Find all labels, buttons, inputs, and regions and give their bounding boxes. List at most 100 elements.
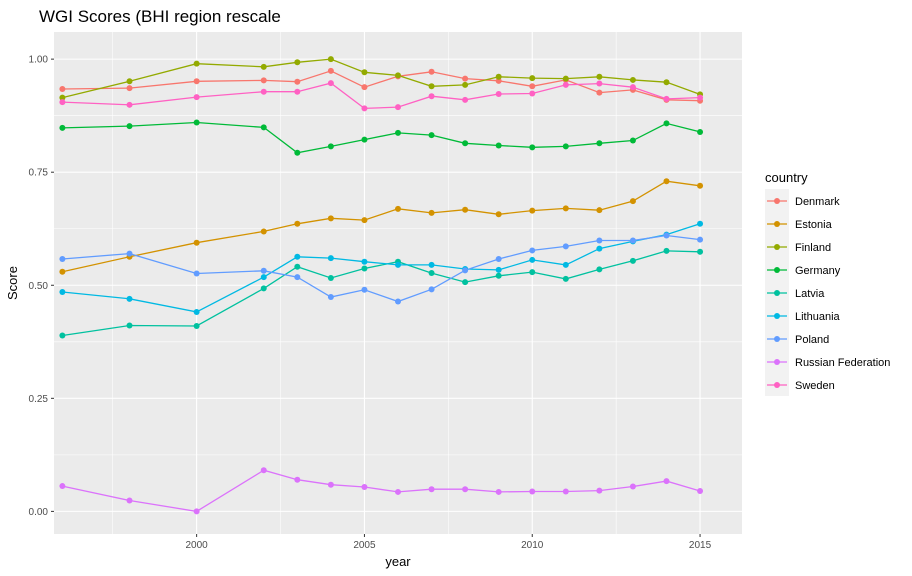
legend-key-point-finland (774, 244, 780, 250)
data-point-russian-federation (59, 483, 66, 490)
data-point-poland (462, 267, 469, 274)
legend-key-point-poland (774, 336, 780, 342)
data-point-poland (193, 270, 200, 277)
data-point-sweden (59, 99, 66, 106)
data-point-poland (629, 237, 636, 244)
data-point-estonia (697, 182, 704, 189)
grid-minor (54, 32, 742, 534)
data-point-poland (697, 236, 704, 243)
data-point-sweden (327, 80, 334, 87)
data-point-germany (395, 129, 401, 136)
legend-key-point-sweden (774, 382, 780, 388)
data-point-poland (663, 232, 670, 239)
data-point-finland (629, 76, 636, 83)
data-point-sweden (361, 105, 368, 112)
data-point-russian-federation (428, 486, 435, 493)
data-point-russian-federation (495, 488, 502, 495)
data-point-finland (59, 94, 66, 101)
x-axis-title: year (385, 554, 411, 569)
legend-label-russian-federation: Russian Federation (795, 357, 890, 369)
data-point-germany (562, 143, 569, 150)
data-point-estonia (59, 268, 66, 275)
data-point-russian-federation (562, 488, 569, 495)
data-point-latvia (327, 275, 334, 282)
data-point-germany (596, 140, 603, 147)
data-point-denmark (529, 83, 536, 90)
data-point-russian-federation (596, 487, 603, 494)
legend-key-point-denmark (774, 198, 780, 204)
data-point-poland (59, 256, 66, 263)
data-point-germany (59, 124, 66, 131)
data-point-germany (193, 119, 200, 126)
y-axis: 0.00 0.25 0.50 0.75 1.00 (29, 55, 54, 518)
data-point-poland (294, 274, 301, 281)
legend-key-point-latvia (774, 290, 780, 296)
data-point-lithuania (361, 258, 368, 265)
data-point-sweden (395, 104, 401, 111)
data-point-estonia (428, 209, 435, 216)
data-point-lithuania (59, 289, 66, 296)
data-point-sweden (596, 80, 603, 87)
legend-label-poland: Poland (795, 334, 829, 346)
x-tick-label: 2000 (186, 540, 209, 551)
data-point-estonia (495, 211, 502, 218)
data-point-latvia (59, 332, 66, 339)
data-point-russian-federation (126, 497, 133, 504)
data-point-latvia (260, 285, 267, 292)
legend-key-point-germany (774, 267, 780, 273)
data-point-denmark (327, 67, 334, 74)
data-point-estonia (294, 220, 301, 227)
data-point-germany (529, 144, 536, 151)
data-point-sweden (495, 90, 502, 97)
data-point-germany (327, 143, 334, 150)
data-point-latvia (495, 272, 502, 279)
legend-label-germany: Germany (795, 265, 841, 277)
legend-label-finland: Finland (795, 242, 831, 254)
data-point-denmark (126, 85, 133, 92)
data-point-poland (428, 286, 435, 293)
data-point-russian-federation (260, 467, 267, 474)
data-point-lithuania (495, 266, 502, 273)
data-point-lithuania (428, 261, 435, 268)
data-point-russian-federation (697, 488, 704, 495)
x-tick-label: 2015 (689, 540, 712, 551)
data-point-latvia (529, 269, 536, 276)
data-point-finland (462, 81, 469, 88)
data-point-lithuania (596, 245, 603, 252)
data-point-latvia (193, 322, 200, 329)
data-point-germany (428, 132, 435, 139)
data-point-lithuania (260, 274, 267, 281)
data-point-russian-federation (361, 483, 368, 490)
legend-label-latvia: Latvia (795, 288, 825, 300)
y-tick-label: 0.75 (29, 168, 49, 179)
data-point-finland (395, 72, 401, 79)
data-point-finland (529, 75, 536, 82)
data-point-poland (260, 267, 267, 274)
data-point-sweden (697, 94, 704, 101)
data-point-sweden (428, 93, 435, 100)
data-point-lithuania (126, 295, 133, 302)
data-point-denmark (596, 89, 603, 96)
data-point-russian-federation (193, 508, 200, 515)
data-point-sweden (126, 101, 133, 108)
data-point-sweden (294, 88, 301, 95)
data-point-russian-federation (629, 483, 636, 490)
data-point-germany (697, 128, 704, 135)
data-point-denmark (428, 68, 435, 75)
data-point-lithuania (327, 255, 334, 262)
data-point-finland (428, 83, 435, 90)
data-point-latvia (596, 266, 603, 273)
data-point-russian-federation (395, 488, 401, 495)
data-point-estonia (361, 217, 368, 224)
data-point-estonia (629, 198, 636, 205)
data-point-poland (361, 286, 368, 293)
data-point-poland (126, 250, 133, 257)
y-tick-label: 1.00 (29, 55, 49, 66)
data-point-russian-federation (529, 488, 536, 495)
data-point-finland (495, 73, 502, 80)
legend-key-point-lithuania (774, 313, 780, 319)
data-point-finland (663, 79, 670, 86)
data-point-russian-federation (663, 478, 670, 485)
data-point-estonia (327, 215, 334, 222)
